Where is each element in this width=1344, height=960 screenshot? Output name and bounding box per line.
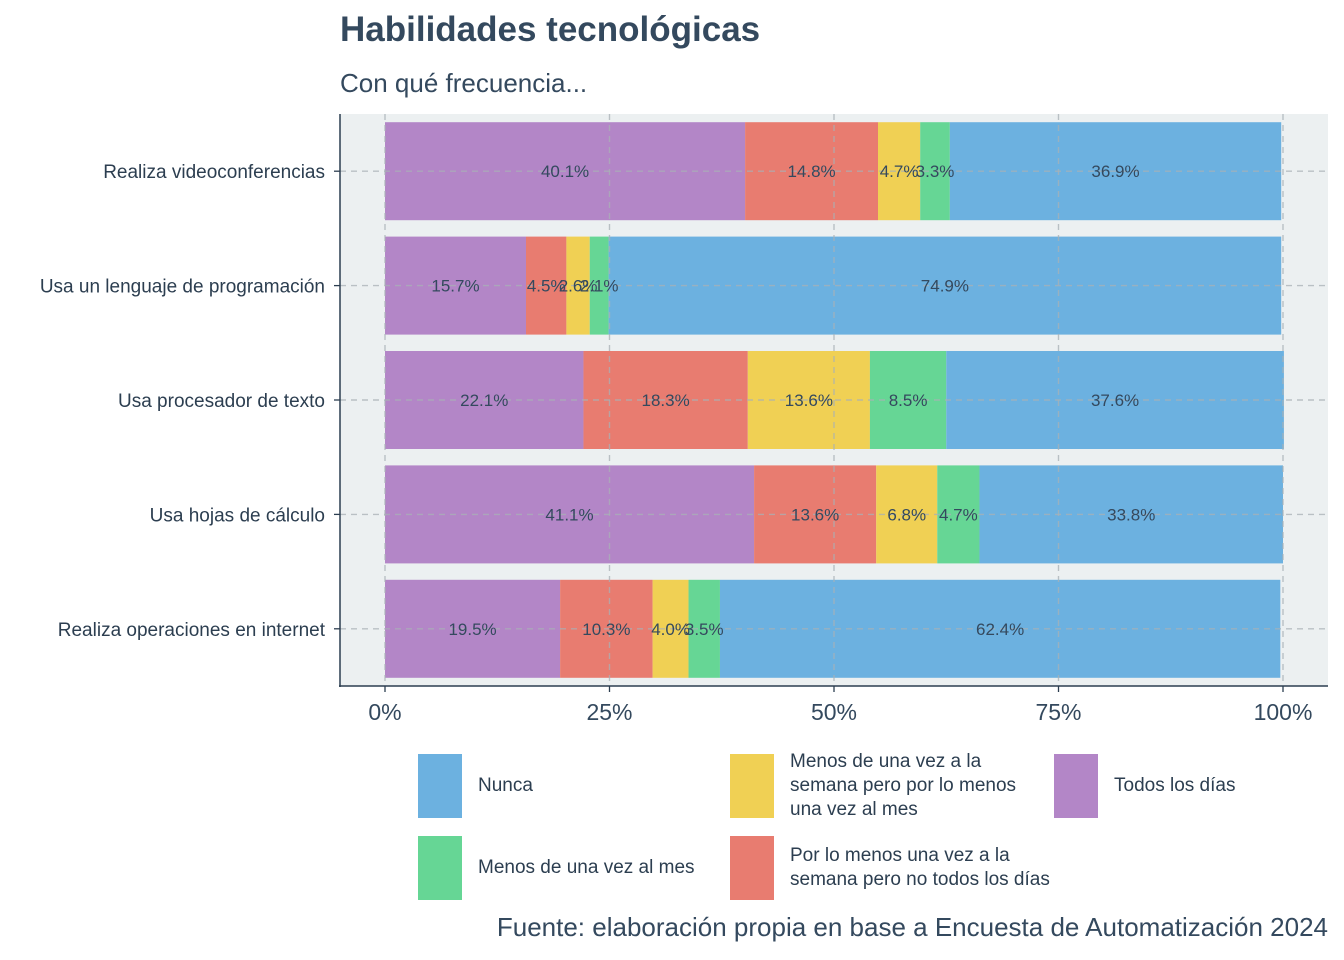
data-label: 10.3%: [582, 620, 630, 639]
data-label: 15.7%: [431, 277, 479, 296]
data-label: 6.8%: [887, 505, 926, 524]
data-label: 13.6%: [785, 391, 833, 410]
legend-swatch: [418, 754, 462, 818]
data-label: 13.6%: [791, 505, 839, 524]
data-label: 33.8%: [1107, 505, 1155, 524]
data-label: 19.5%: [448, 620, 496, 639]
data-label: 4.5%: [527, 277, 566, 296]
y-tick-label: Usa un lenguaje de programación: [40, 277, 325, 298]
legend-label: Menos de una vez a la semana pero por lo…: [790, 751, 1017, 820]
data-label: 41.1%: [545, 505, 593, 524]
data-label: 22.1%: [460, 391, 508, 410]
legend-label: Por lo menos una vez a la semana pero no…: [790, 845, 1050, 890]
data-label: 40.1%: [541, 162, 589, 181]
bar-menos-de-una-vez-al-mes-usa-un-lenguaje-de-programacion: [589, 236, 609, 335]
legend-label: Menos de una vez al mes: [478, 857, 695, 878]
bar-menos-de-una-vez-a-la-semana-pero-por-lo-menos-una-vez-al-mes-usa-un-lenguaje-de-programacion: [566, 236, 590, 335]
data-label: 8.5%: [889, 391, 928, 410]
data-label: 4.7%: [939, 505, 978, 524]
x-tick-label: 100%: [1254, 699, 1313, 725]
data-label: 2.1%: [580, 277, 619, 296]
x-tick-label: 25%: [586, 699, 632, 725]
legend-label: Todos los días: [1114, 775, 1236, 796]
chart-legend: Nunca Menos de una vez a la semana pero …: [418, 751, 1338, 904]
chart-plot: 40.1% 14.8% 4.7%3.3% 36.9%15.7% 4.5%2.6%2.1%…: [40, 114, 1328, 725]
data-label: 14.8%: [787, 162, 835, 181]
chart-title: Habilidades tecnológicas: [340, 10, 761, 49]
bar-por-lo-menos-una-vez-a-la-semana-pero-no-todos-los-dias-usa-procesador-de-texto: [583, 351, 748, 449]
data-label: 2.6%: [559, 277, 598, 296]
legend-swatch: [730, 836, 774, 900]
x-tick-label: 0%: [368, 699, 401, 725]
data-label: 3.3%: [916, 162, 955, 181]
y-tick-label: Usa procesador de texto: [118, 391, 325, 412]
data-label: 18.3%: [642, 391, 690, 410]
bar-por-lo-menos-una-vez-a-la-semana-pero-no-todos-los-dias-realiza-videoconferencias: [745, 122, 879, 221]
x-tick-label: 50%: [811, 699, 857, 725]
legend-label: Nunca: [478, 775, 533, 796]
data-label: 37.6%: [1091, 391, 1139, 410]
chart-subtitle: Con qué frecuencia...: [340, 68, 588, 98]
data-label: 4.7%: [880, 162, 919, 181]
x-tick-label: 75%: [1035, 699, 1081, 725]
y-tick-label: Realiza videoconferencias: [103, 162, 325, 183]
legend-swatch: [418, 836, 462, 900]
chart-caption: Fuente: elaboración propia en base a Enc…: [496, 912, 1328, 942]
data-label: 4.0%: [651, 620, 690, 639]
data-label: 36.9%: [1091, 162, 1139, 181]
data-label: 62.4%: [976, 620, 1024, 639]
y-tick-label: Realiza operaciones en internet: [58, 620, 326, 641]
data-label: 74.9%: [921, 277, 969, 296]
legend-swatch: [730, 754, 774, 818]
y-tick-label: Usa hojas de cálculo: [150, 505, 325, 526]
data-label: 3.5%: [685, 620, 724, 639]
legend-swatch: [1054, 754, 1098, 818]
